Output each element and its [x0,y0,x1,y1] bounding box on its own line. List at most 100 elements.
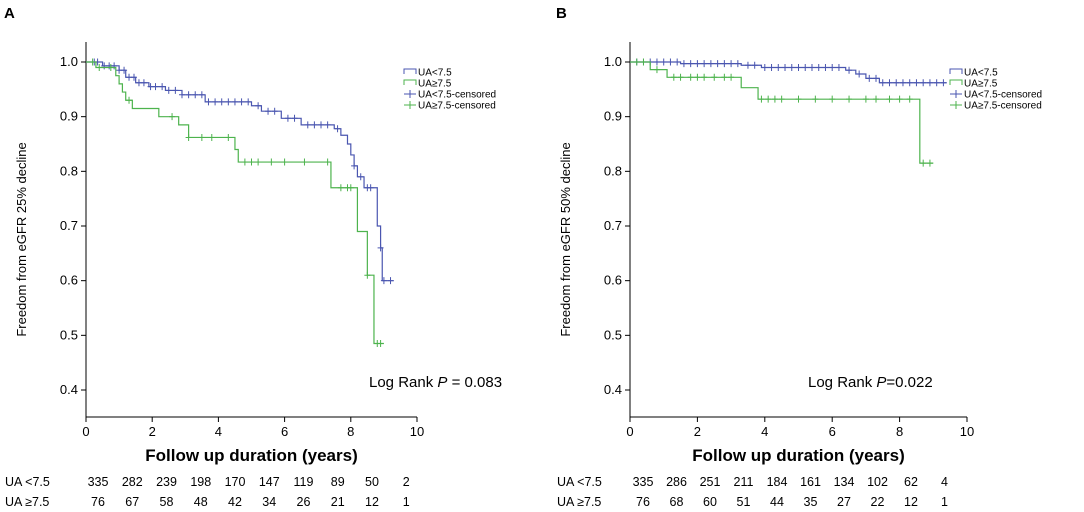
y-tick-label: 1.0 [604,54,622,69]
censor-mark [694,73,701,81]
censor-mark [337,184,344,192]
censor-mark [324,158,331,166]
risk-value: 12 [365,495,379,509]
censor-mark [812,95,819,103]
legend-line-swatch [403,68,417,74]
log-rank-annotation: Log Rank P = 0.083 [369,374,502,391]
panel-a: A 0 2 4 6 8 10 0.4 0.5 0.6 0.7 0.8 0.9 1.0 Freedom fr… [4,5,502,509]
risk-value: 26 [297,495,311,509]
censor-mark [387,277,394,285]
censor-mark [255,102,262,110]
censor-mark [212,98,219,106]
legend-line-swatch [949,79,963,85]
censor-mark [301,158,308,166]
censor-mark [815,63,822,71]
censor-mark [782,63,789,71]
panel-letter: A [4,5,15,22]
censor-mark [653,58,660,66]
censor-mark [304,121,311,129]
risk-value: 62 [904,475,918,489]
risk-value: 35 [804,495,818,509]
censor-mark [926,79,933,87]
censor-mark [711,73,718,81]
censor-mark [380,277,387,285]
censor-mark [238,98,245,106]
risk-value: 4 [941,475,948,489]
censor-mark [152,83,159,91]
survival-curve [86,61,394,282]
risk-value: 60 [703,495,717,509]
censor-mark [721,73,728,81]
y-tick-label: 0.4 [60,382,78,397]
censor-mark [255,158,262,166]
risk-table: UA <7.5 335 286 251 211 184 161 134 102 62 4 UA ≥7.… [557,475,948,509]
annotation-suffix: =0.022 [886,374,932,391]
risk-value: 198 [190,475,211,489]
censor-mark [728,60,735,68]
censor-mark [377,340,384,348]
censor-mark [714,60,721,68]
censor-mark [318,121,325,129]
risk-value: 282 [122,475,143,489]
risk-value: 170 [225,475,246,489]
survival-curve [630,61,934,164]
censor-mark [761,63,768,71]
risk-value: 21 [331,495,345,509]
risk-row-label: UA ≥7.5 [5,495,49,509]
y-tick-label: 0.5 [604,327,622,342]
censor-mark [933,79,940,87]
legend: UA<7.5UA≥7.5UA<7.5-censoredUA≥7.5-censor… [403,68,496,112]
censor-mark [920,79,927,87]
censor-mark [111,62,118,70]
risk-value: 335 [633,475,654,489]
risk-value: 44 [770,495,784,509]
censor-mark [926,159,933,167]
censor-mark [218,98,225,106]
x-tick-label: 10 [960,424,974,439]
censor-mark [701,73,708,81]
censor-mark [364,271,371,279]
censor-mark [846,66,853,74]
risk-row-label: UA <7.5 [557,475,602,489]
censor-mark [231,98,238,106]
censor-mark [311,121,318,129]
censor-mark [744,61,751,69]
censor-mark [728,73,735,81]
legend-line-swatch [403,79,417,85]
censor-mark [920,159,927,167]
censor-mark [653,66,660,74]
risk-value: 286 [666,475,687,489]
legend: UA<7.5UA≥7.5UA<7.5-censoredUA≥7.5-censor… [949,68,1042,112]
y-tick-label: 1.0 [60,54,78,69]
censor-mark [670,73,677,81]
legend-censor-swatch [404,90,416,98]
censor-mark [208,133,215,141]
censor-mark [768,63,775,71]
risk-value: 239 [156,475,177,489]
censor-mark [856,70,863,78]
censor-mark [862,95,869,103]
legend-label: UA<7.5 [418,68,452,79]
annotation-prefix: Log Rank [369,374,437,391]
censor-mark [667,58,674,66]
legend-censor-swatch [404,101,416,109]
risk-value: 67 [125,495,139,509]
censor-mark [205,98,212,106]
risk-value: 89 [331,475,345,489]
censor-mark [873,95,880,103]
censor-mark [159,83,166,91]
risk-value: 12 [904,495,918,509]
x-axis-label: Follow up duration (years) [145,446,358,465]
censor-mark [734,60,741,68]
censor-mark [185,91,192,99]
risk-value: 1 [403,495,410,509]
censor-mark [178,91,185,99]
censor-mark [130,73,137,81]
censor-mark [126,96,133,104]
risk-value: 42 [228,495,242,509]
censor-mark [633,58,640,66]
censor-mark [680,60,687,68]
censor-mark [822,63,829,71]
risk-value: 51 [737,495,751,509]
